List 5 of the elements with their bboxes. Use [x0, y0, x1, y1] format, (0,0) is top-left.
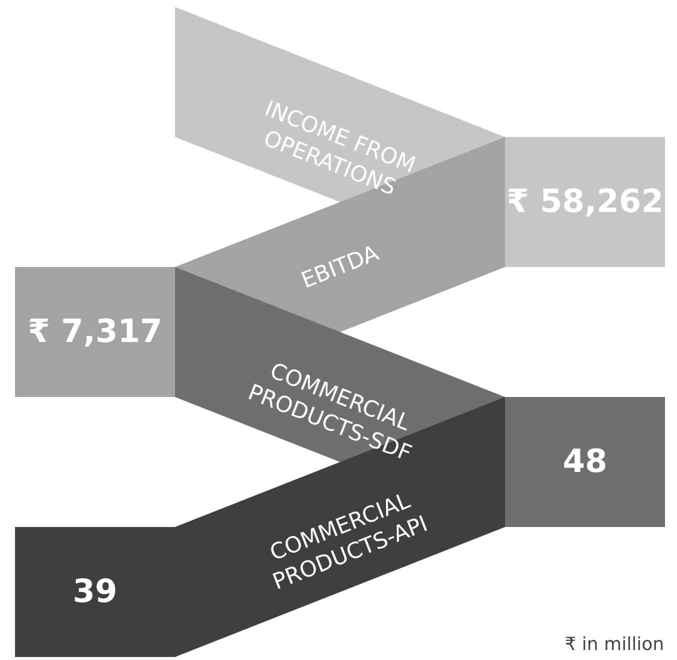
data-label: ₹ 58,262: [506, 182, 664, 220]
data-label: 39: [72, 572, 118, 610]
text: ₹ in million: [564, 634, 664, 655]
data-label: ₹ 7,317: [28, 312, 162, 350]
data-label: 48: [562, 442, 608, 480]
